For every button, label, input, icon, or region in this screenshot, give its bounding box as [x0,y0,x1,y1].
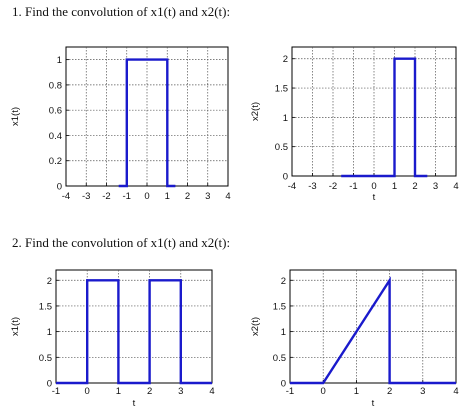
signal-line [118,58,176,188]
y-axis-label: x2(t) [250,102,261,121]
y-tick-label: 0 [57,182,62,193]
x-tick-label: -1 [349,181,357,192]
x-tick-label: 3 [205,191,210,202]
x-tick-label: -3 [82,191,90,202]
y-tick-label: 1 [281,327,286,338]
plot-frame [289,269,457,384]
plot-frame [55,269,213,384]
y-tick-label: 1.5 [273,301,286,312]
y-tick-label: 0.8 [49,80,62,91]
x-tick-label: 3 [420,386,425,397]
x-tick-label: 4 [453,386,458,397]
x-tick-label: 1 [116,386,121,397]
y-tick-label: 0.2 [49,156,62,167]
question-1-heading: 1. Find the convolution of x1(t) and x2(… [12,4,231,19]
x-tick-label: 2 [147,386,152,397]
x-tick-label: 4 [225,191,230,202]
x-tick-label: -3 [308,181,316,192]
y-tick-label: 1.5 [39,301,52,312]
signal-line [56,279,212,385]
y-tick-label: 2 [283,54,288,65]
y-tick-label: 0.6 [49,106,62,117]
y-tick-label: 0 [283,172,288,183]
y-tick-label: 1 [283,113,288,124]
x-tick-label: 1 [354,386,359,397]
y-tick-label: 0.4 [49,131,62,142]
x-axis-label: t [133,398,136,409]
y-tick-label: 0.5 [273,353,286,364]
x-tick-label: -4 [288,181,296,192]
x-tick-label: -4 [62,191,70,202]
x-tick-label: -2 [329,181,337,192]
y-axis-label: x1(t) [10,317,21,336]
x-tick-label: -1 [123,191,131,202]
y-tick-label: 0.5 [275,142,288,153]
signal-line [341,57,428,178]
x-tick-label: -1 [286,386,294,397]
x-tick-label: 2 [412,181,417,192]
y-tick-label: 0 [281,379,286,390]
plot-1: -4 -3 -2 -1 0 1 2 3 4 0 0.2 0.4 0.6 0.8 1 x1(t) [10,46,231,202]
y-tick-label: 2 [47,276,52,287]
plot-2: -4 -3 -2 -1 0 1 2 3 4 0 0.5 1 1.5 2 x2(t) t [250,46,459,203]
x-tick-label: 2 [387,386,392,397]
x-tick-label: 2 [185,191,190,202]
y-tick-label: 0 [47,379,52,390]
x-tick-label: -2 [102,191,110,202]
x-tick-label: 0 [371,181,376,192]
x-axis-label: t [373,192,376,203]
y-tick-label: 2 [281,276,286,287]
x-tick-label: 0 [321,386,326,397]
x-tick-label: 0 [85,386,90,397]
y-tick-label: 1.5 [275,84,288,95]
signal-line [290,276,456,385]
x-tick-label: 3 [178,386,183,397]
y-axis-label: x2(t) [250,317,261,336]
x-tick-label: 1 [392,181,397,192]
x-axis-label: t [372,398,375,409]
x-tick-label: 4 [209,386,214,397]
x-tick-label: 0 [144,191,149,202]
y-tick-label: 0.5 [39,353,52,364]
x-tick-label: -1 [52,386,60,397]
x-tick-label: 4 [453,181,458,192]
x-tick-label: 3 [433,181,438,192]
y-tick-label: 1 [47,327,52,338]
y-tick-label: 1 [57,55,62,66]
question-2-heading: 2. Find the convolution of x1(t) and x2(… [12,235,231,250]
x-tick-label: 1 [165,191,170,202]
y-axis-label: x1(t) [10,107,21,126]
